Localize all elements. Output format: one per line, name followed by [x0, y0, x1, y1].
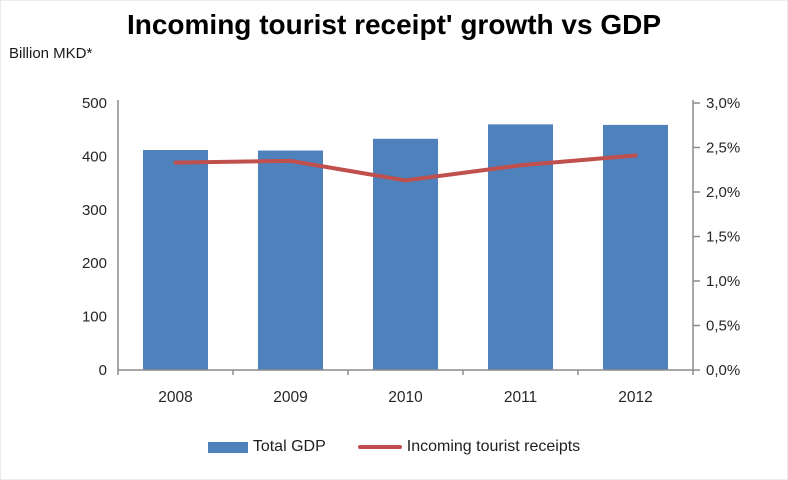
x-axis-tick-label: 2008	[158, 389, 192, 406]
bar-2008	[143, 149, 208, 370]
x-axis-tick-label: 2010	[388, 389, 423, 406]
x-axis-tick-label: 2009	[273, 389, 307, 406]
left-axis-tick-label: 300	[82, 202, 107, 219]
left-axis-tick-label: 100	[82, 309, 107, 326]
left-axis-unit-label: Billion MKD*	[9, 45, 93, 62]
bar-2012	[603, 124, 668, 370]
right-axis-tick-label: 3,0%	[706, 95, 740, 112]
right-axis-tick-label: 0,5%	[706, 318, 740, 335]
left-axis-tick-label: 400	[82, 148, 107, 165]
legend-label-receipts: Incoming tourist receipts	[406, 438, 581, 455]
right-axis-tick-label: 1,5%	[706, 229, 740, 246]
x-axis-tick-label: 2011	[504, 389, 537, 406]
legend-item-receipts: Incoming tourist receipts	[357, 438, 581, 456]
receipts-line	[173, 153, 638, 183]
left-axis-tick-label: 200	[82, 255, 107, 272]
legend-label-total-gdp: Total GDP	[252, 438, 326, 455]
right-axis-tick-label: 1,0%	[706, 273, 740, 290]
bar-2011	[488, 124, 553, 370]
right-axis-tick-label: 0,0%	[706, 362, 740, 379]
bar-2009	[258, 150, 323, 370]
left-axis-tick-label: 500	[82, 95, 107, 112]
right-axis-tick-label: 2,5%	[706, 140, 740, 157]
bar-2010	[373, 138, 438, 370]
chart-title: Incoming tourist receipt' growth vs GDP	[126, 9, 662, 40]
receipts-line-swatch-icon	[357, 445, 402, 449]
total-gdp-bar-swatch-icon	[207, 441, 248, 453]
x-axis-tick-label: 2012	[618, 389, 652, 406]
left-axis-tick-label: 0	[99, 362, 107, 379]
legend-item-total-gdp: Total GDP	[207, 438, 326, 456]
right-axis-tick-label: 2,0%	[706, 184, 740, 201]
legend: Total GDP Incoming tourist receipts	[1, 438, 787, 456]
